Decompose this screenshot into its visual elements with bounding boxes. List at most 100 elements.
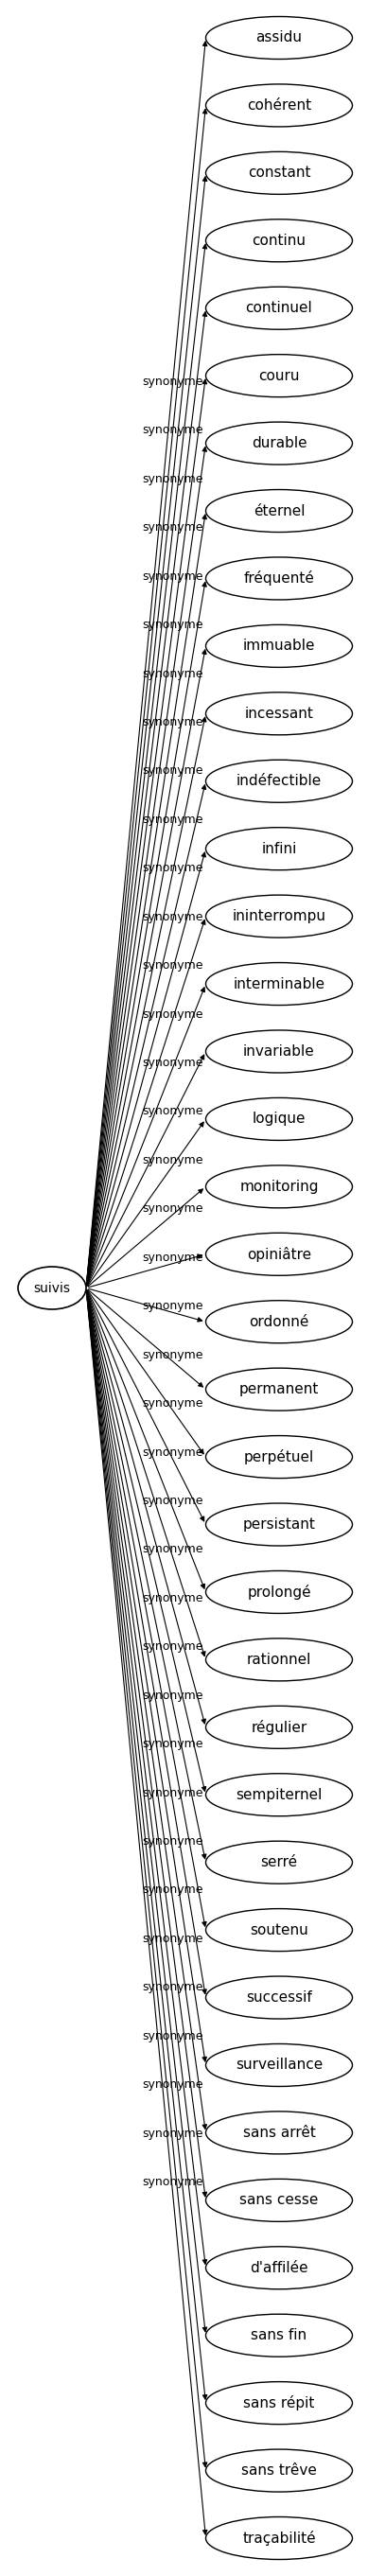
Text: cohérent: cohérent <box>247 98 311 113</box>
Ellipse shape <box>206 422 353 464</box>
Ellipse shape <box>206 1638 353 1682</box>
Text: soutenu: soutenu <box>250 1922 308 1937</box>
Ellipse shape <box>206 1504 353 1546</box>
Ellipse shape <box>206 626 353 667</box>
Text: synonyme: synonyme <box>142 1396 203 1409</box>
Ellipse shape <box>206 1234 353 1275</box>
Text: rationnel: rationnel <box>247 1654 311 1667</box>
Ellipse shape <box>206 355 353 397</box>
Text: synonyme: synonyme <box>142 1350 203 1360</box>
Text: synonyme: synonyme <box>142 667 203 680</box>
Text: durable: durable <box>251 435 307 451</box>
Text: synonyme: synonyme <box>142 1154 203 1167</box>
Ellipse shape <box>206 760 353 804</box>
Text: invariable: invariable <box>243 1043 315 1059</box>
Text: ordonné: ordonné <box>249 1314 309 1329</box>
Text: synonyme: synonyme <box>142 912 203 922</box>
Text: synonyme: synonyme <box>142 425 203 435</box>
Text: synonyme: synonyme <box>142 1203 203 1216</box>
Text: synonyme: synonyme <box>142 1105 203 1118</box>
Text: synonyme: synonyme <box>142 1788 203 1798</box>
Text: synonyme: synonyme <box>142 1834 203 1847</box>
Text: successif: successif <box>246 1991 312 2004</box>
Text: régulier: régulier <box>251 1721 307 1734</box>
Text: synonyme: synonyme <box>142 1301 203 1311</box>
Ellipse shape <box>206 1705 353 1749</box>
Text: synonyme: synonyme <box>142 1932 203 1945</box>
Ellipse shape <box>206 2383 353 2424</box>
Ellipse shape <box>206 1030 353 1072</box>
Text: suivis: suivis <box>33 1280 71 1296</box>
Ellipse shape <box>206 1368 353 1412</box>
Text: synonyme: synonyme <box>142 958 203 971</box>
Text: synonyme: synonyme <box>142 2128 203 2141</box>
Text: synonyme: synonyme <box>142 716 203 729</box>
Text: synonyme: synonyme <box>142 1056 203 1069</box>
Ellipse shape <box>206 2179 353 2221</box>
Text: continu: continu <box>252 234 306 247</box>
Text: synonyme: synonyme <box>142 376 203 389</box>
Text: permanent: permanent <box>239 1383 319 1396</box>
Ellipse shape <box>206 85 353 126</box>
Ellipse shape <box>206 1772 353 1816</box>
Text: synonyme: synonyme <box>142 1252 203 1265</box>
Ellipse shape <box>206 556 353 600</box>
Ellipse shape <box>206 827 353 871</box>
Text: monitoring: monitoring <box>240 1180 319 1193</box>
Text: synonyme: synonyme <box>142 863 203 873</box>
Text: synonyme: synonyme <box>142 474 203 484</box>
Text: synonyme: synonyme <box>142 2079 203 2092</box>
Text: traçabilité: traçabilité <box>243 2530 316 2545</box>
Text: persistant: persistant <box>243 1517 315 1533</box>
Text: synonyme: synonyme <box>142 1690 203 1703</box>
Text: prolongé: prolongé <box>247 1584 311 1600</box>
Text: synonyme: synonyme <box>142 1592 203 1605</box>
Ellipse shape <box>206 1435 353 1479</box>
Text: synonyme: synonyme <box>142 814 203 827</box>
Ellipse shape <box>206 1097 353 1141</box>
Ellipse shape <box>18 1267 86 1309</box>
Text: synonyme: synonyme <box>142 569 203 582</box>
Text: incessant: incessant <box>245 706 314 721</box>
Text: interminable: interminable <box>233 976 325 992</box>
Text: synonyme: synonyme <box>142 1883 203 1896</box>
Text: indéfectible: indéfectible <box>236 773 322 788</box>
Text: synonyme: synonyme <box>142 765 203 778</box>
Text: d'affilée: d'affilée <box>250 2262 308 2275</box>
Text: serré: serré <box>261 1855 298 1870</box>
Text: synonyme: synonyme <box>142 1739 203 1749</box>
Ellipse shape <box>206 286 353 330</box>
Text: synonyme: synonyme <box>142 520 203 533</box>
Text: sans fin: sans fin <box>251 2329 307 2342</box>
Ellipse shape <box>206 2517 353 2561</box>
Text: surveillance: surveillance <box>236 2058 323 2071</box>
Ellipse shape <box>206 152 353 193</box>
Ellipse shape <box>206 2313 353 2357</box>
Ellipse shape <box>206 894 353 938</box>
Ellipse shape <box>206 1842 353 1883</box>
Ellipse shape <box>206 219 353 263</box>
Text: synonyme: synonyme <box>142 1543 203 1556</box>
Text: couru: couru <box>258 368 300 384</box>
Text: opiniâtre: opiniâtre <box>247 1247 311 1262</box>
Ellipse shape <box>206 963 353 1005</box>
Text: sans cesse: sans cesse <box>240 2192 319 2208</box>
Ellipse shape <box>206 2112 353 2154</box>
Text: immuable: immuable <box>243 639 315 654</box>
Ellipse shape <box>206 15 353 59</box>
Text: synonyme: synonyme <box>142 2030 203 2043</box>
Ellipse shape <box>206 1301 353 1342</box>
Text: constant: constant <box>248 165 311 180</box>
Text: synonyme: synonyme <box>142 618 203 631</box>
Ellipse shape <box>206 489 353 533</box>
Ellipse shape <box>206 1976 353 2020</box>
Ellipse shape <box>206 1571 353 1613</box>
Text: sans arrêt: sans arrêt <box>243 2125 315 2141</box>
Ellipse shape <box>206 693 353 734</box>
Text: éternel: éternel <box>253 505 305 518</box>
Text: synonyme: synonyme <box>142 2177 203 2187</box>
Text: perpétuel: perpétuel <box>244 1450 314 1466</box>
Text: ininterrompu: ininterrompu <box>232 909 326 922</box>
Text: synonyme: synonyme <box>142 1981 203 1994</box>
Ellipse shape <box>206 2043 353 2087</box>
